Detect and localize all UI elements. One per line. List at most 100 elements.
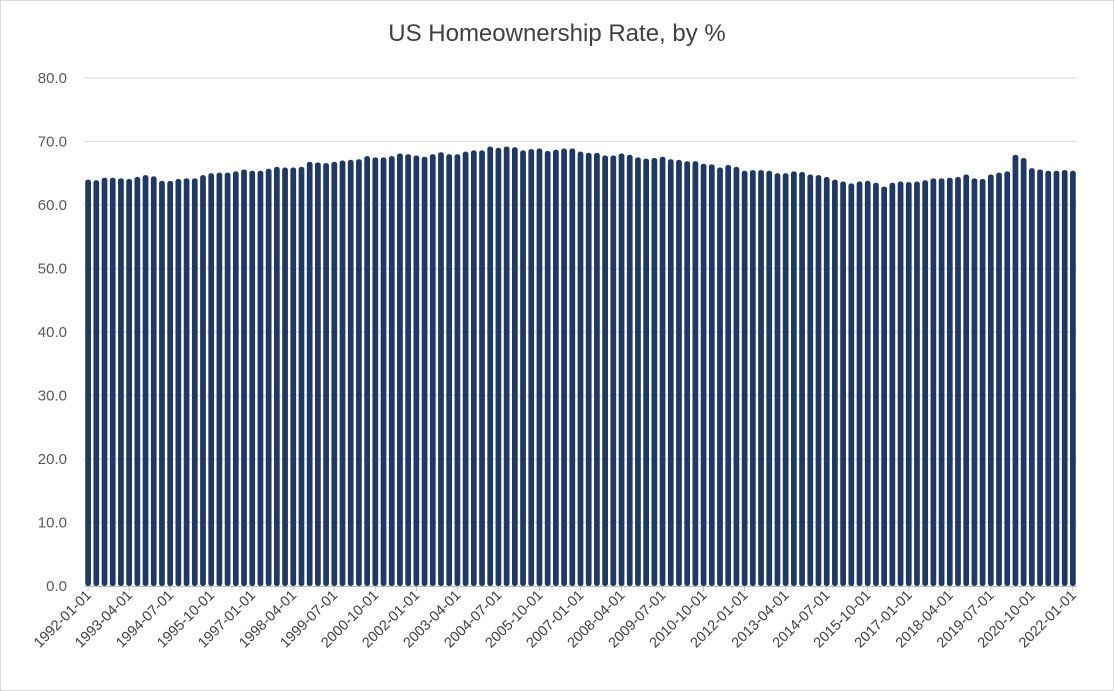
bar [413, 155, 420, 586]
bar [700, 163, 707, 586]
bar [602, 155, 608, 586]
bar [676, 159, 682, 587]
bar [553, 149, 559, 586]
bar [938, 178, 945, 586]
bar [315, 162, 321, 586]
bar [265, 168, 272, 586]
bar [651, 158, 658, 586]
bar [93, 180, 100, 587]
bar [282, 167, 288, 586]
bar [306, 161, 313, 586]
bar [618, 153, 625, 586]
bar [101, 177, 108, 586]
bar [421, 156, 428, 587]
bar [503, 146, 510, 586]
bar [167, 180, 174, 586]
bar [1012, 154, 1019, 586]
y-tick-label: 60.0 [38, 197, 67, 214]
bar [791, 171, 797, 586]
bar [659, 156, 666, 587]
bar [889, 182, 896, 586]
bar [1004, 171, 1011, 586]
bar [684, 161, 691, 586]
bar [200, 175, 206, 586]
bar [446, 154, 453, 586]
bar [232, 171, 239, 586]
bar [1070, 170, 1076, 586]
bar [971, 178, 978, 586]
y-axis-ticks: 0.0 10.0 20.0 30.0 40.0 50.0 60.0 70.0 80.0 [38, 70, 67, 595]
bar [356, 159, 362, 586]
bar [741, 170, 748, 586]
y-tick-label: 70.0 [38, 134, 67, 151]
bar [725, 165, 732, 586]
bar [922, 180, 929, 587]
bar [142, 175, 149, 586]
bar [511, 147, 518, 586]
bar [840, 181, 846, 586]
bar [594, 152, 600, 586]
bar [643, 158, 650, 586]
bar [372, 157, 379, 587]
bar [388, 156, 395, 586]
bar [150, 176, 157, 586]
bar [339, 160, 346, 587]
bar [848, 183, 855, 586]
y-tick-label: 50.0 [38, 261, 67, 278]
bar [635, 157, 641, 587]
bar [298, 166, 305, 586]
bar [905, 182, 912, 586]
bar [585, 152, 592, 586]
bar [1045, 170, 1052, 586]
bar [273, 166, 280, 586]
bar [438, 152, 444, 587]
bar [109, 177, 116, 586]
bar [823, 177, 830, 586]
bar [807, 174, 814, 586]
bar [544, 151, 551, 586]
bar [331, 161, 338, 586]
bar [692, 161, 699, 586]
bar [429, 154, 436, 586]
y-tick-label: 0.0 [46, 578, 67, 595]
bar [561, 148, 567, 587]
bar [520, 150, 526, 586]
y-tick-label: 30.0 [38, 388, 67, 405]
bar [405, 154, 412, 586]
bar [1061, 170, 1068, 586]
bar [257, 170, 264, 586]
bar [717, 167, 723, 586]
bar [462, 151, 469, 586]
bar [495, 147, 502, 586]
bar [397, 153, 403, 586]
bar [479, 150, 485, 586]
bar [914, 181, 920, 586]
bar [708, 164, 715, 587]
bar [1028, 168, 1035, 587]
bar [134, 177, 141, 586]
bars [85, 146, 1076, 587]
bar [758, 170, 764, 586]
bar [782, 173, 789, 586]
bar [979, 178, 986, 586]
bar [864, 180, 871, 586]
bar [799, 171, 805, 587]
x-axis-ticks: 1992-01-011993-04-011994-07-011995-10-01… [31, 586, 1080, 651]
bar [897, 181, 904, 586]
bar [536, 148, 543, 587]
bar [856, 181, 863, 586]
bar [626, 154, 633, 586]
bar [183, 178, 190, 586]
bar [987, 174, 994, 586]
bar [569, 148, 576, 587]
bar [955, 177, 961, 586]
bar [241, 169, 247, 586]
bar [323, 163, 329, 586]
bar [249, 170, 256, 586]
bar [815, 175, 822, 586]
bar [487, 146, 494, 586]
bar [996, 172, 1002, 586]
y-tick-label: 80.0 [38, 70, 67, 87]
bar [963, 174, 970, 586]
